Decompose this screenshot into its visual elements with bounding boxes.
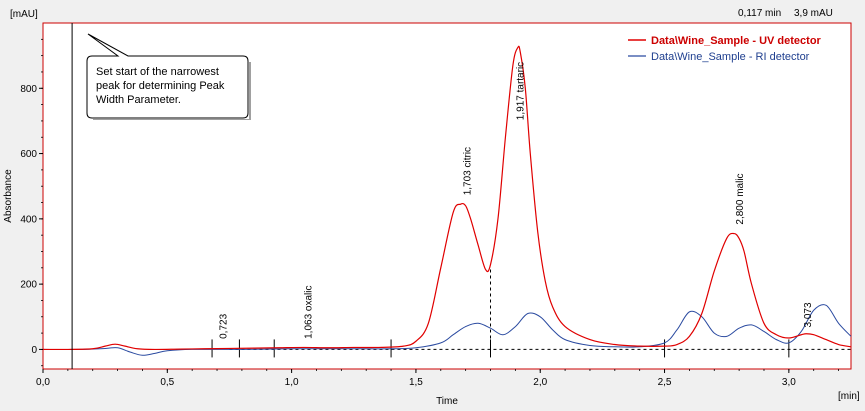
peak-label: 3,073: [803, 302, 814, 327]
x-tick-label: 3,0: [782, 377, 796, 388]
legend-label-ri: Data\Wine_Sample - RI detector: [651, 51, 810, 63]
y-tick-label: 400: [20, 214, 37, 225]
cursor-time-readout: 0,117 min: [738, 8, 781, 19]
peak-width-tooltip: Set start of the narrowest peak for dete…: [86, 33, 251, 120]
peak-label: 1,917 tartaric: [516, 62, 527, 120]
peak-label: 1,703 citric: [462, 147, 473, 195]
x-tick-label: 2,5: [658, 377, 672, 388]
y-tick-label: 0: [31, 345, 37, 356]
tooltip-line-2: peak for determining Peak: [96, 80, 225, 92]
x-tick-label: 0,0: [36, 377, 50, 388]
tooltip-line-3: Width Parameter.: [96, 94, 181, 106]
tooltip-line-1: Set start of the narrowest: [96, 66, 219, 78]
y-axis-title: Absorbance: [3, 169, 14, 223]
series-line-uv: [42, 45, 852, 351]
x-tick-label: 2,0: [533, 377, 547, 388]
y-tick-label: 600: [20, 149, 37, 160]
legend-label-uv: Data\Wine_Sample - UV detector: [651, 35, 822, 47]
integration-baseline: [211, 269, 851, 358]
x-axis-unit: [min]: [838, 391, 860, 402]
cursor-value-readout: 3,9 mAU: [794, 8, 833, 19]
x-axis-title: Time: [436, 396, 458, 406]
peak-label: 0,723: [219, 313, 230, 338]
peak-label: 2,800 malic: [735, 173, 746, 224]
y-axis-unit: [mAU]: [10, 9, 38, 20]
peak-labels: 0,723 1,063 oxalic 1,703 citric 1,917 tarta…: [219, 62, 814, 339]
peak-label: 1,063 oxalic: [303, 286, 314, 339]
x-tick-label: 0,5: [160, 377, 174, 388]
legend: Data\Wine_Sample - UV detector Data\Wine…: [628, 35, 822, 63]
x-tick-label: 1,5: [409, 377, 423, 388]
x-tick-label: 1,0: [285, 377, 299, 388]
y-tick-label: 200: [20, 280, 37, 291]
y-tick-label: 800: [20, 84, 37, 95]
axis-ticks: 0,0 0,5 1,0 1,5 2,0 2,5 3,0 0 200 400 600 800: [20, 38, 839, 388]
tooltip-bubble: [86, 33, 249, 119]
series-lines: [42, 45, 852, 356]
series-line-ri: [42, 304, 852, 356]
